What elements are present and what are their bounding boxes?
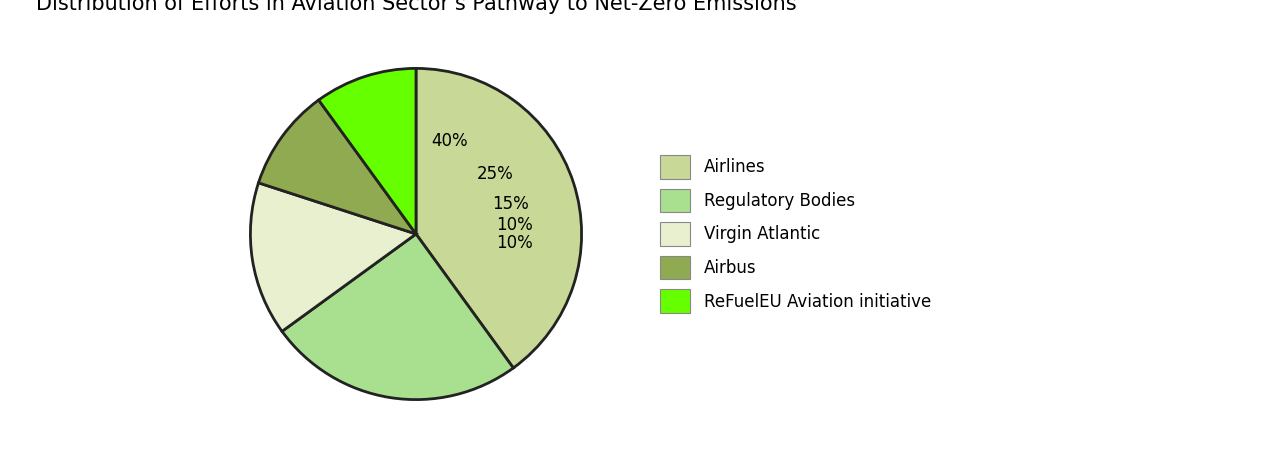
Text: 10%: 10% <box>497 234 534 252</box>
Wedge shape <box>259 100 416 234</box>
Wedge shape <box>319 68 416 234</box>
Text: 15%: 15% <box>493 195 529 213</box>
Text: 10%: 10% <box>497 216 534 234</box>
Text: 40%: 40% <box>431 132 468 150</box>
Wedge shape <box>251 183 416 331</box>
Text: 25%: 25% <box>476 165 513 183</box>
Wedge shape <box>416 68 581 368</box>
Title: Distribution of Efforts in Aviation Sector's Pathway to Net-Zero Emissions: Distribution of Efforts in Aviation Sect… <box>36 0 796 14</box>
Legend: Airlines, Regulatory Bodies, Virgin Atlantic, Airbus, ReFuelEU Aviation initiati: Airlines, Regulatory Bodies, Virgin Atla… <box>652 147 940 321</box>
Wedge shape <box>282 234 513 400</box>
